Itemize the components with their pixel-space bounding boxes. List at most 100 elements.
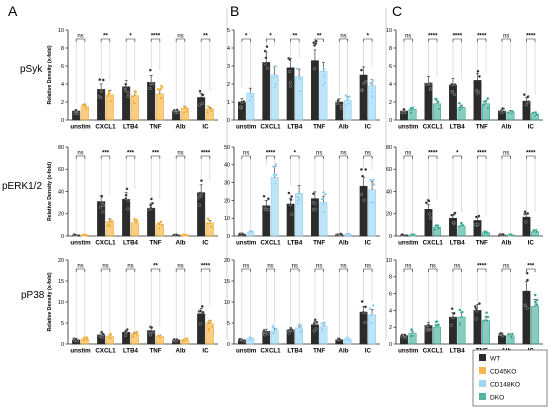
data-point — [249, 92, 252, 96]
significance-label: * — [294, 151, 297, 157]
data-point — [313, 43, 317, 47]
y-tick-label: 6 — [389, 292, 392, 298]
data-point — [434, 97, 438, 101]
bar-tnf-dko — [482, 320, 490, 345]
data-point — [150, 326, 154, 330]
data-point — [409, 106, 413, 110]
bar-tnf-cd148ko — [319, 201, 328, 237]
data-point — [199, 194, 203, 198]
y-tick-label: 60 — [58, 167, 64, 173]
significance-label: ns — [77, 264, 83, 270]
data-point — [124, 82, 128, 86]
data-point — [449, 323, 453, 327]
data-point — [451, 221, 455, 225]
data-point — [321, 329, 325, 332]
data-point — [433, 228, 437, 232]
data-point — [148, 68, 152, 72]
data-point — [339, 103, 343, 107]
bar-ic-wt — [522, 290, 531, 345]
data-point — [262, 329, 266, 333]
y-tick-label: 20 — [386, 212, 392, 218]
data-point — [176, 110, 180, 114]
data-point — [206, 110, 210, 114]
chart-C2: 0 20 40 60 80 unstim ns CXCL1 **** LTB4 * TNF **** Al… — [386, 145, 543, 247]
significance-bracket — [338, 155, 349, 159]
data-point — [369, 321, 373, 325]
significance-label: **** — [477, 264, 487, 270]
x-tick-label-unstim: unstim — [70, 240, 91, 247]
x-tick-label-cxcl1: CXCL1 — [423, 348, 444, 355]
significance-label: ** — [292, 34, 297, 40]
data-point — [248, 230, 252, 234]
data-point — [312, 67, 316, 71]
significance-label: *** — [527, 264, 535, 270]
data-point — [265, 45, 269, 49]
significance-bracket — [241, 268, 251, 272]
data-point — [76, 112, 80, 116]
data-point — [344, 103, 348, 107]
significance-label: ns — [267, 264, 273, 270]
significance-bracket — [526, 268, 536, 272]
chart-A1: 0 2 4 6 8 10 Relative Density (x-fold) unstim ns… — [47, 28, 218, 131]
x-tick-label-cxcl1: CXCL1 — [95, 124, 116, 131]
significance-bracket — [501, 268, 511, 272]
x-tick-label-ic: IC — [365, 124, 372, 131]
x-tick-label-ltb4: LTB4 — [123, 240, 139, 247]
data-point — [209, 107, 213, 111]
data-point — [296, 195, 300, 199]
data-point — [149, 203, 153, 207]
y-tick-label: 10 — [224, 216, 230, 222]
data-point — [344, 93, 348, 97]
data-point — [238, 105, 242, 109]
significance-label: ** — [203, 34, 208, 40]
significance-label: ns — [177, 34, 183, 40]
significance-label: ns — [340, 264, 346, 270]
data-point — [535, 113, 539, 117]
data-point — [82, 336, 86, 340]
data-point — [485, 319, 489, 323]
data-point — [126, 91, 130, 95]
data-point — [295, 67, 299, 71]
data-point — [159, 87, 162, 91]
x-tick-label-tnf: TNF — [149, 124, 161, 131]
x-tick-label-alb: Alb — [176, 240, 186, 247]
data-point — [198, 191, 202, 195]
significance-label: ns — [127, 264, 133, 270]
data-point — [159, 96, 163, 100]
data-point — [287, 331, 291, 335]
data-point — [403, 333, 407, 337]
bar-ltb4-cd45ko — [130, 222, 139, 237]
data-point — [458, 105, 462, 109]
significance-label: **** — [477, 34, 487, 40]
y-tick-label: 2 — [61, 100, 64, 106]
y-tick-label: 0 — [389, 342, 392, 348]
bar-ic-cd148ko — [368, 189, 376, 237]
bar-cxcl1-wt — [97, 89, 106, 121]
x-tick-label-unstim: unstim — [398, 124, 419, 131]
significance-bracket — [477, 38, 487, 42]
significance-bracket — [265, 38, 276, 42]
legend-swatch-wt — [479, 354, 486, 361]
significance-label: ** — [317, 34, 322, 40]
significance-label: ns — [316, 151, 322, 157]
x-tick-label-ltb4: LTB4 — [287, 240, 303, 247]
x-tick-label-ltb4: LTB4 — [123, 124, 139, 131]
y-tick-label: 5 — [227, 321, 230, 327]
legend-swatch-cd148ko — [479, 380, 486, 387]
data-point — [322, 67, 326, 71]
y-tick-label: 8 — [389, 275, 392, 281]
data-point — [126, 95, 130, 98]
significance-bracket — [100, 155, 111, 159]
x-tick-label-ltb4: LTB4 — [450, 348, 466, 355]
data-point — [482, 103, 486, 107]
bar-ltb4-cd45ko — [130, 95, 139, 121]
y-tick-label: 8 — [61, 46, 64, 52]
x-tick-label-unstim: unstim — [398, 348, 419, 355]
data-point — [287, 191, 291, 195]
y-tick-label: 0 — [389, 118, 392, 124]
data-point — [451, 316, 455, 320]
x-tick-label-unstim: unstim — [236, 240, 257, 247]
x-tick-label-unstim: unstim — [70, 348, 91, 355]
data-point — [198, 103, 202, 107]
significance-label: ns — [340, 151, 346, 157]
